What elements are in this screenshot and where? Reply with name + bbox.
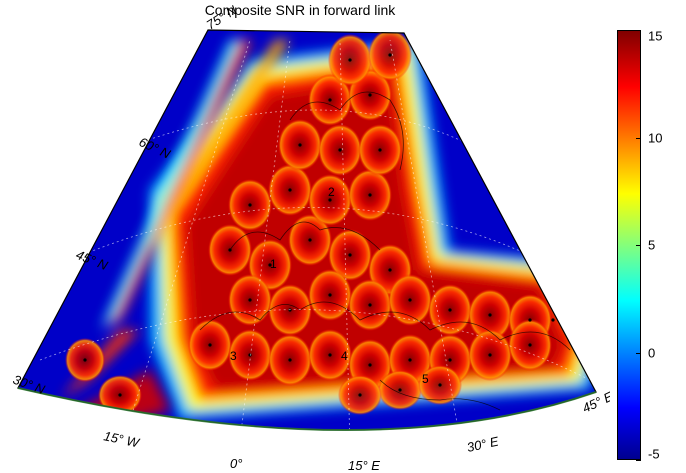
region-marker-3: 3	[230, 349, 237, 363]
region-marker-4: 4	[341, 349, 348, 363]
region-marker-5: 5	[422, 372, 429, 386]
lon-label-15e: 15° E	[348, 458, 380, 473]
coastline	[199, 91, 571, 411]
lon-label-15w: 15° W	[102, 428, 142, 450]
region-marker-1: 1	[270, 257, 277, 271]
chart-title: Composite SNR in forward link	[204, 2, 396, 18]
colorbar-tick-mark	[636, 137, 641, 139]
lon-label-30e: 30° E	[466, 434, 501, 455]
beam-centres	[83, 53, 555, 397]
colorbar-tick-label: 5	[648, 237, 656, 253]
colorbar-tick-mark	[636, 245, 641, 246]
beam-cells	[65, 30, 552, 415]
colorbar-tick-label: 10	[648, 130, 663, 145]
colorbar-tick-label: -5	[648, 446, 660, 462]
lat-label-75: 75° N	[204, 2, 240, 32]
region-marker-2: 2	[328, 185, 335, 199]
colorbar-tick-mark	[636, 352, 641, 354]
colorbar-tick-label: 15	[648, 28, 663, 44]
lon-label-0: 0°	[230, 456, 242, 471]
colorbar-tick-mark	[636, 460, 641, 461]
colorbar-tick-label: 0	[648, 345, 656, 360]
heatmap-area	[18, 30, 596, 431]
colorbar-tick-mark	[636, 30, 641, 31]
snr-map: 75° N 60° N 45° N 30° N 15° W 0° 15° E 3…	[11, 2, 610, 473]
